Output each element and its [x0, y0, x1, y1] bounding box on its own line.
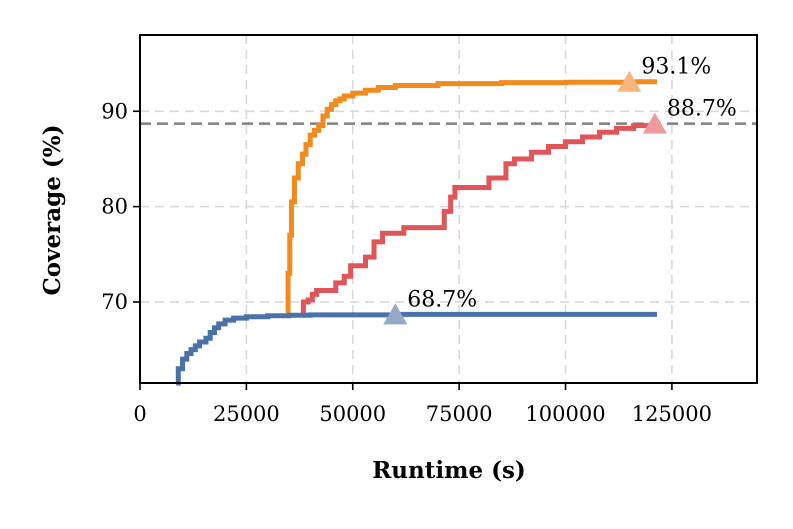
y-tick-label: 80	[101, 195, 128, 219]
x-tick-label: 0	[133, 402, 146, 426]
series-line-0	[285, 79, 658, 315]
series-line-2	[175, 311, 658, 386]
series-end-marker-1	[642, 112, 667, 134]
y-tick-label: 70	[101, 290, 128, 314]
x-tick-label: 100000	[525, 402, 605, 426]
series-lines	[175, 79, 658, 386]
x-ticks: 0 25000 50000 75000 100000 125000	[133, 383, 712, 426]
x-tick-label: 75000	[426, 402, 493, 426]
series-end-marker-0	[617, 70, 642, 92]
series-end-label-2: 68.7%	[407, 287, 477, 312]
y-tick-label: 90	[101, 99, 128, 123]
series-end-label-0: 93.1%	[641, 55, 711, 80]
series-end-marker-2	[383, 303, 408, 325]
y-ticks: 70 80 90	[101, 99, 140, 314]
x-tick-label: 50000	[319, 402, 386, 426]
series-line-1	[300, 123, 658, 317]
series-end-label-1: 88.7%	[667, 97, 737, 122]
y-axis-title: Coverage (%)	[39, 124, 66, 295]
series-markers	[383, 70, 667, 325]
x-tick-label: 25000	[213, 402, 280, 426]
x-axis-title: Runtime (s)	[372, 457, 526, 484]
annotations: 93.1% 88.7% 68.7%	[407, 55, 736, 313]
x-tick-label: 125000	[632, 402, 712, 426]
plot-frame	[139, 34, 758, 384]
